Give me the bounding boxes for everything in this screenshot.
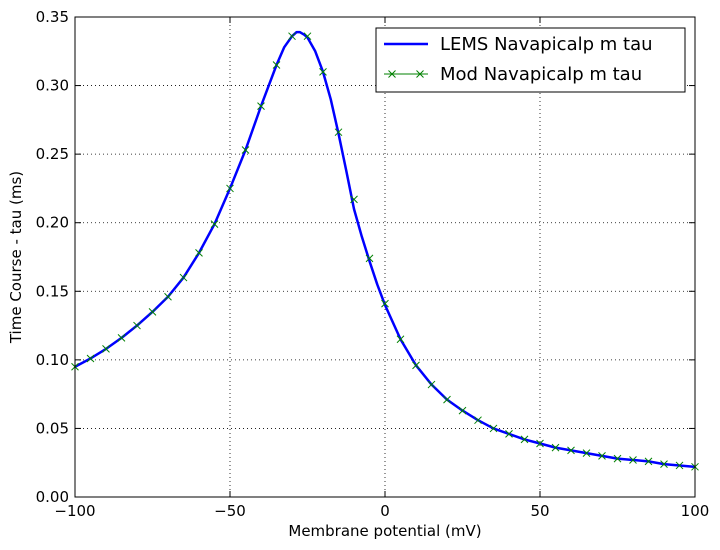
data-point: [582, 449, 591, 457]
data-point: [195, 249, 203, 257]
data-point: [117, 334, 126, 342]
data-point: [350, 195, 358, 204]
x-tick-label: 0: [380, 502, 390, 520]
data-point: [148, 308, 157, 316]
x-tick-label: 50: [530, 502, 549, 520]
y-tick-label: 0.30: [36, 77, 69, 95]
data-point: [551, 443, 560, 452]
y-tick-label: 0.05: [36, 419, 69, 437]
data-point: [613, 454, 622, 463]
legend: LEMS Navapicalp m tau Mod Navapicalp m ta…: [375, 27, 686, 93]
x-tick-label: −100: [54, 502, 95, 520]
y-tick-label: 0.00: [36, 488, 69, 506]
data-point: [272, 61, 281, 69]
data-point: [427, 380, 436, 389]
data-point: [303, 32, 312, 41]
data-point: [226, 184, 234, 193]
legend-box: [375, 27, 686, 93]
plot-area: [71, 30, 699, 471]
data-point: [86, 354, 95, 363]
data-point: [489, 424, 498, 433]
data-point: [675, 461, 684, 470]
data-point: [396, 335, 405, 344]
data-point: [458, 406, 467, 415]
legend-marker: [388, 70, 396, 78]
y-tick-label: 0.10: [36, 351, 69, 369]
data-point: [179, 273, 188, 282]
data-point: [133, 321, 141, 330]
data-point: [629, 456, 637, 464]
series-1: [74, 30, 696, 469]
legend-entry: LEMS Navapicalp m tau: [384, 34, 653, 55]
data-point: [505, 430, 513, 438]
x-axis-label: Membrane potential (mV): [288, 522, 481, 540]
data-point: [164, 292, 172, 301]
x-tick-label: −50: [214, 502, 246, 520]
y-tick-label: 0.20: [36, 214, 69, 232]
data-point: [381, 299, 389, 308]
data-point: [102, 345, 110, 353]
data-point: [365, 254, 374, 263]
ticks: −100 −50 0 50 100 0.00 0.05 0.10 0.15 0.20 0.25 0.3…: [36, 8, 710, 520]
data-point: [412, 361, 420, 370]
data-point: [257, 102, 265, 110]
data-point: [660, 460, 668, 468]
data-point: [598, 452, 606, 460]
legend-marker: [416, 70, 424, 78]
data-point: [334, 128, 343, 137]
y-tick-label: 0.35: [36, 8, 69, 26]
x-tick-label: 100: [681, 502, 710, 520]
data-point: [288, 32, 296, 41]
data-point: [319, 68, 327, 76]
data-point: [644, 457, 653, 466]
y-axis-label: Time Course - tau (ms): [7, 171, 25, 344]
y-tick-label: 0.25: [36, 145, 69, 163]
data-point: [536, 439, 544, 448]
legend-label: LEMS Navapicalp m tau: [440, 34, 653, 55]
series-line: [74, 30, 696, 469]
series-2: [71, 32, 699, 471]
data-point: [210, 220, 219, 228]
data-point: [443, 395, 451, 404]
data-point: [520, 435, 529, 444]
legend-label: Mod Navapicalp m tau: [440, 64, 642, 85]
legend-entry: Mod Navapicalp m tau: [384, 64, 642, 85]
data-point: [241, 146, 250, 154]
data-point: [474, 416, 482, 425]
data-point: [567, 446, 575, 455]
y-tick-label: 0.15: [36, 282, 69, 300]
